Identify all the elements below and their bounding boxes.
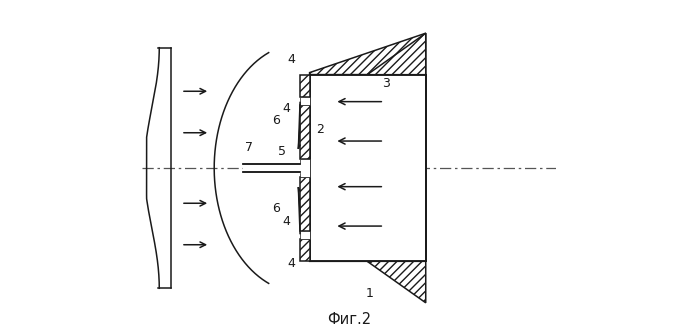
- Text: 7: 7: [246, 141, 253, 155]
- Text: 5: 5: [278, 145, 285, 158]
- Polygon shape: [300, 205, 426, 303]
- Text: 2: 2: [316, 123, 324, 136]
- Polygon shape: [310, 33, 426, 75]
- Text: 6: 6: [272, 115, 281, 127]
- FancyBboxPatch shape: [310, 75, 426, 261]
- Text: 1: 1: [366, 287, 373, 300]
- Polygon shape: [300, 239, 310, 261]
- Polygon shape: [300, 33, 426, 131]
- Text: Фиг.2: Фиг.2: [327, 312, 371, 327]
- Polygon shape: [300, 75, 310, 97]
- Text: 4: 4: [287, 53, 295, 67]
- Polygon shape: [300, 159, 310, 177]
- Text: 3: 3: [383, 77, 390, 90]
- Polygon shape: [300, 232, 310, 239]
- Text: 4: 4: [283, 215, 291, 228]
- Text: 6: 6: [272, 202, 281, 215]
- Text: 4: 4: [283, 102, 291, 115]
- Polygon shape: [300, 97, 310, 104]
- Polygon shape: [300, 177, 310, 232]
- Text: 4: 4: [287, 257, 295, 270]
- Polygon shape: [300, 104, 310, 159]
